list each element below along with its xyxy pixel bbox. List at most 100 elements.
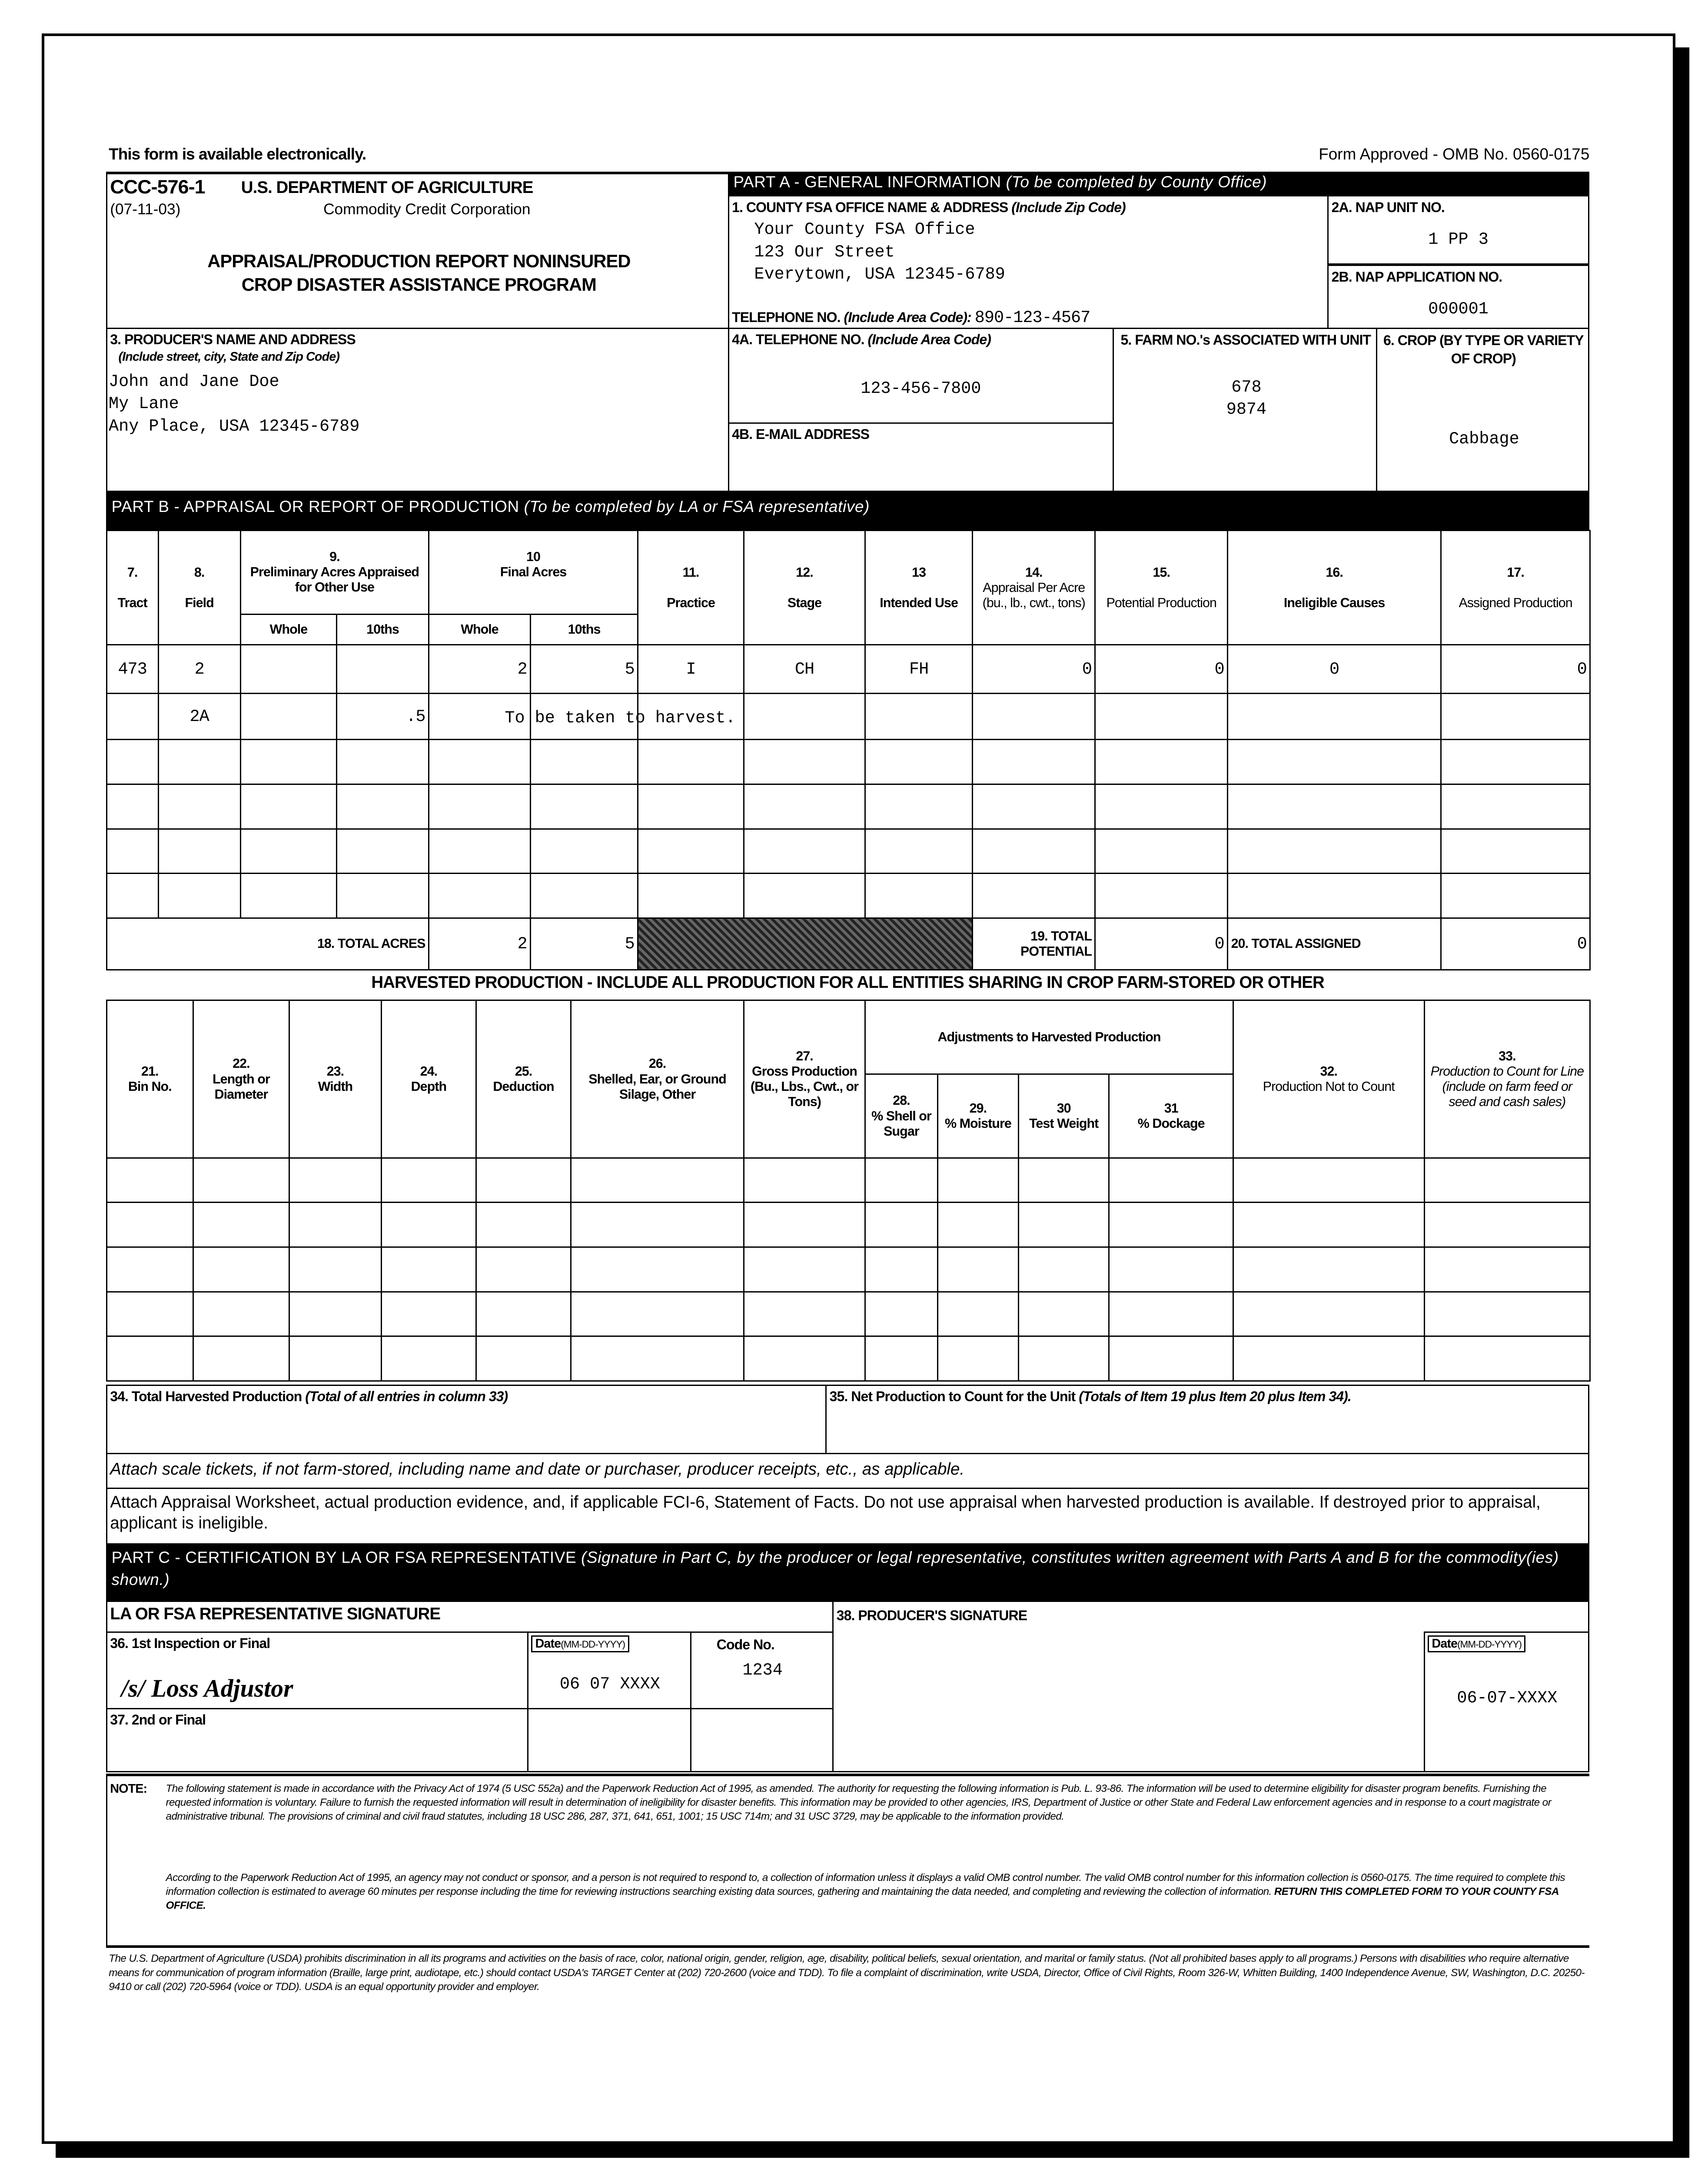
crop-value[interactable]: Cabbage bbox=[1449, 429, 1519, 449]
table-cell[interactable] bbox=[637, 739, 744, 785]
table-cell[interactable] bbox=[637, 873, 744, 919]
la-date-box[interactable]: Date(MM-DD-YYYY) 06 07 XXXX bbox=[527, 1631, 692, 1710]
table-cell[interactable] bbox=[1017, 1291, 1110, 1337]
item34-box[interactable]: 34. Total Harvested Production (Total of… bbox=[106, 1384, 827, 1455]
table-cell[interactable] bbox=[972, 873, 1096, 919]
table-cell[interactable] bbox=[336, 873, 429, 919]
table-cell[interactable] bbox=[239, 739, 338, 785]
harvest-row[interactable] bbox=[106, 1246, 1591, 1293]
table-cell[interactable] bbox=[1094, 783, 1229, 830]
table-cell[interactable] bbox=[1017, 1157, 1110, 1203]
table-cell[interactable] bbox=[475, 1291, 572, 1337]
table-cell[interactable] bbox=[937, 1157, 1019, 1203]
table-row[interactable] bbox=[106, 873, 1591, 919]
table-cell[interactable] bbox=[530, 873, 639, 919]
table-cell[interactable] bbox=[743, 1336, 866, 1382]
table-cell[interactable] bbox=[937, 1291, 1019, 1337]
cell-prelim-whole[interactable] bbox=[239, 693, 338, 741]
table-cell[interactable] bbox=[475, 1157, 572, 1203]
total-potential-value[interactable]: 0 bbox=[1094, 917, 1229, 970]
table-cell[interactable] bbox=[743, 1291, 866, 1337]
code-box[interactable]: Code No. 1234 bbox=[690, 1631, 834, 1710]
table-cell[interactable] bbox=[192, 1157, 290, 1203]
table-cell[interactable] bbox=[1423, 1291, 1591, 1337]
cell-stage[interactable]: CH bbox=[743, 644, 866, 694]
table-cell[interactable] bbox=[1232, 1291, 1425, 1337]
table-cell[interactable] bbox=[1094, 828, 1229, 874]
table-cell[interactable] bbox=[106, 739, 159, 785]
table-cell[interactable] bbox=[530, 783, 639, 830]
table-cell[interactable] bbox=[1108, 1291, 1234, 1337]
table-cell[interactable] bbox=[864, 1157, 938, 1203]
cell-prelim-tenths[interactable] bbox=[336, 644, 429, 694]
table-cell[interactable] bbox=[336, 828, 429, 874]
second-code-box[interactable] bbox=[690, 1708, 834, 1772]
table-cell[interactable] bbox=[743, 873, 866, 919]
table-cell[interactable] bbox=[289, 1202, 382, 1248]
table-cell[interactable] bbox=[1440, 693, 1591, 741]
table-cell[interactable] bbox=[106, 828, 159, 874]
table-cell[interactable] bbox=[743, 1246, 866, 1293]
total-acres-tenths[interactable]: 5 bbox=[530, 917, 639, 970]
cell-potential[interactable]: 0 bbox=[1094, 644, 1229, 694]
table-cell[interactable] bbox=[239, 828, 338, 874]
table-cell[interactable] bbox=[380, 1336, 477, 1382]
table-cell[interactable] bbox=[106, 1291, 194, 1337]
nap-unit-value[interactable]: 1 PP 3 bbox=[1428, 230, 1489, 249]
table-cell[interactable] bbox=[1227, 873, 1442, 919]
table-cell[interactable] bbox=[192, 1202, 290, 1248]
total-acres-whole[interactable]: 2 bbox=[428, 917, 532, 970]
table-cell[interactable] bbox=[475, 1246, 572, 1293]
table-cell[interactable] bbox=[1440, 739, 1591, 785]
item35-box[interactable]: 35. Net Production to Count for the Unit… bbox=[825, 1384, 1590, 1455]
table-cell[interactable] bbox=[1423, 1157, 1591, 1203]
table-cell[interactable] bbox=[637, 828, 744, 874]
table-cell[interactable] bbox=[380, 1246, 477, 1293]
table-cell[interactable] bbox=[1440, 828, 1591, 874]
table-cell[interactable] bbox=[428, 873, 532, 919]
table-cell[interactable] bbox=[428, 739, 532, 785]
cell-prelim-whole[interactable] bbox=[239, 644, 338, 694]
table-cell[interactable] bbox=[637, 783, 744, 830]
table-cell[interactable] bbox=[1232, 1157, 1425, 1203]
harvest-row[interactable] bbox=[106, 1336, 1591, 1382]
total-assigned-value[interactable]: 0 bbox=[1440, 917, 1591, 970]
table-cell[interactable] bbox=[239, 783, 338, 830]
table-cell[interactable] bbox=[475, 1202, 572, 1248]
table-cell[interactable] bbox=[336, 783, 429, 830]
cell-field[interactable]: 2 bbox=[157, 644, 241, 694]
table-cell[interactable] bbox=[106, 1246, 194, 1293]
table-cell[interactable] bbox=[106, 873, 159, 919]
table-row[interactable] bbox=[106, 783, 1591, 830]
table-cell[interactable] bbox=[380, 1157, 477, 1203]
second-inspection-box[interactable]: 37. 2nd or Final bbox=[106, 1708, 528, 1772]
nap-application-value[interactable]: 000001 bbox=[1428, 299, 1489, 319]
table-cell[interactable] bbox=[1423, 1202, 1591, 1248]
table-cell[interactable] bbox=[157, 873, 241, 919]
table-cell[interactable] bbox=[289, 1291, 382, 1337]
table-cell[interactable] bbox=[570, 1336, 744, 1382]
producer-telephone[interactable]: 123-456-7800 bbox=[861, 379, 981, 399]
cell-ineligible[interactable]: 0 bbox=[1227, 644, 1442, 694]
harvest-row[interactable] bbox=[106, 1202, 1591, 1248]
table-cell[interactable] bbox=[1108, 1246, 1234, 1293]
table-cell[interactable] bbox=[1094, 873, 1229, 919]
table-row[interactable] bbox=[106, 828, 1591, 874]
table-cell[interactable] bbox=[1232, 1336, 1425, 1382]
table-cell[interactable] bbox=[157, 783, 241, 830]
table-cell[interactable] bbox=[1232, 1202, 1425, 1248]
table-cell[interactable] bbox=[864, 828, 974, 874]
table-cell[interactable] bbox=[864, 1336, 938, 1382]
cell-field[interactable]: 2A bbox=[157, 693, 241, 741]
table-cell[interactable] bbox=[1227, 739, 1442, 785]
producer-date-box[interactable]: Date(MM-DD-YYYY) 06-07-XXXX bbox=[1423, 1631, 1590, 1772]
table-cell[interactable] bbox=[570, 1202, 744, 1248]
table-cell[interactable] bbox=[380, 1202, 477, 1248]
cell-tract[interactable] bbox=[106, 693, 159, 741]
second-date-box[interactable] bbox=[527, 1708, 692, 1772]
table-cell[interactable] bbox=[937, 1246, 1019, 1293]
table-cell[interactable] bbox=[530, 693, 639, 741]
table-cell[interactable] bbox=[1227, 828, 1442, 874]
table-cell[interactable] bbox=[864, 1246, 938, 1293]
table-cell[interactable] bbox=[380, 1291, 477, 1337]
